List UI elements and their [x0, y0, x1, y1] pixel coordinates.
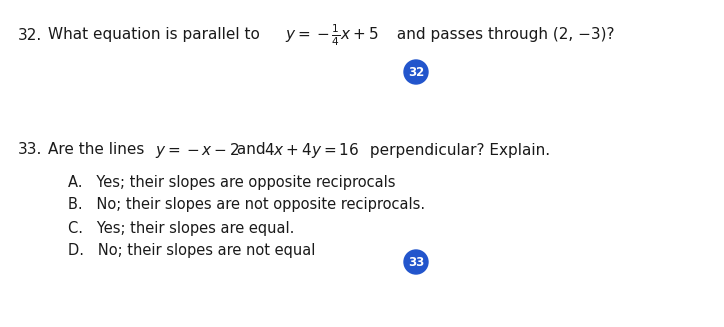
- Text: B.   No; their slopes are not opposite reciprocals.: B. No; their slopes are not opposite rec…: [68, 198, 425, 213]
- Text: Are the lines: Are the lines: [48, 143, 149, 158]
- Text: $y=-x-2$: $y=-x-2$: [155, 141, 240, 160]
- Circle shape: [404, 250, 428, 274]
- Text: and: and: [232, 143, 271, 158]
- Circle shape: [404, 60, 428, 84]
- Text: and passes through (2, −3)?: and passes through (2, −3)?: [392, 27, 615, 43]
- Text: 32.: 32.: [18, 27, 42, 43]
- Text: C.   Yes; their slopes are equal.: C. Yes; their slopes are equal.: [68, 220, 295, 235]
- Text: 33.: 33.: [18, 143, 43, 158]
- Text: What equation is parallel to: What equation is parallel to: [48, 27, 265, 43]
- Text: D.   No; their slopes are not equal: D. No; their slopes are not equal: [68, 244, 316, 259]
- Text: perpendicular? Explain.: perpendicular? Explain.: [365, 143, 550, 158]
- Text: 32: 32: [408, 65, 424, 78]
- Text: 33: 33: [408, 255, 424, 268]
- Text: $4x+4y=16$: $4x+4y=16$: [264, 141, 359, 160]
- Text: $y = -\frac{1}{4}x+5$: $y = -\frac{1}{4}x+5$: [285, 22, 379, 48]
- Text: A.   Yes; their slopes are opposite reciprocals: A. Yes; their slopes are opposite recipr…: [68, 175, 395, 190]
